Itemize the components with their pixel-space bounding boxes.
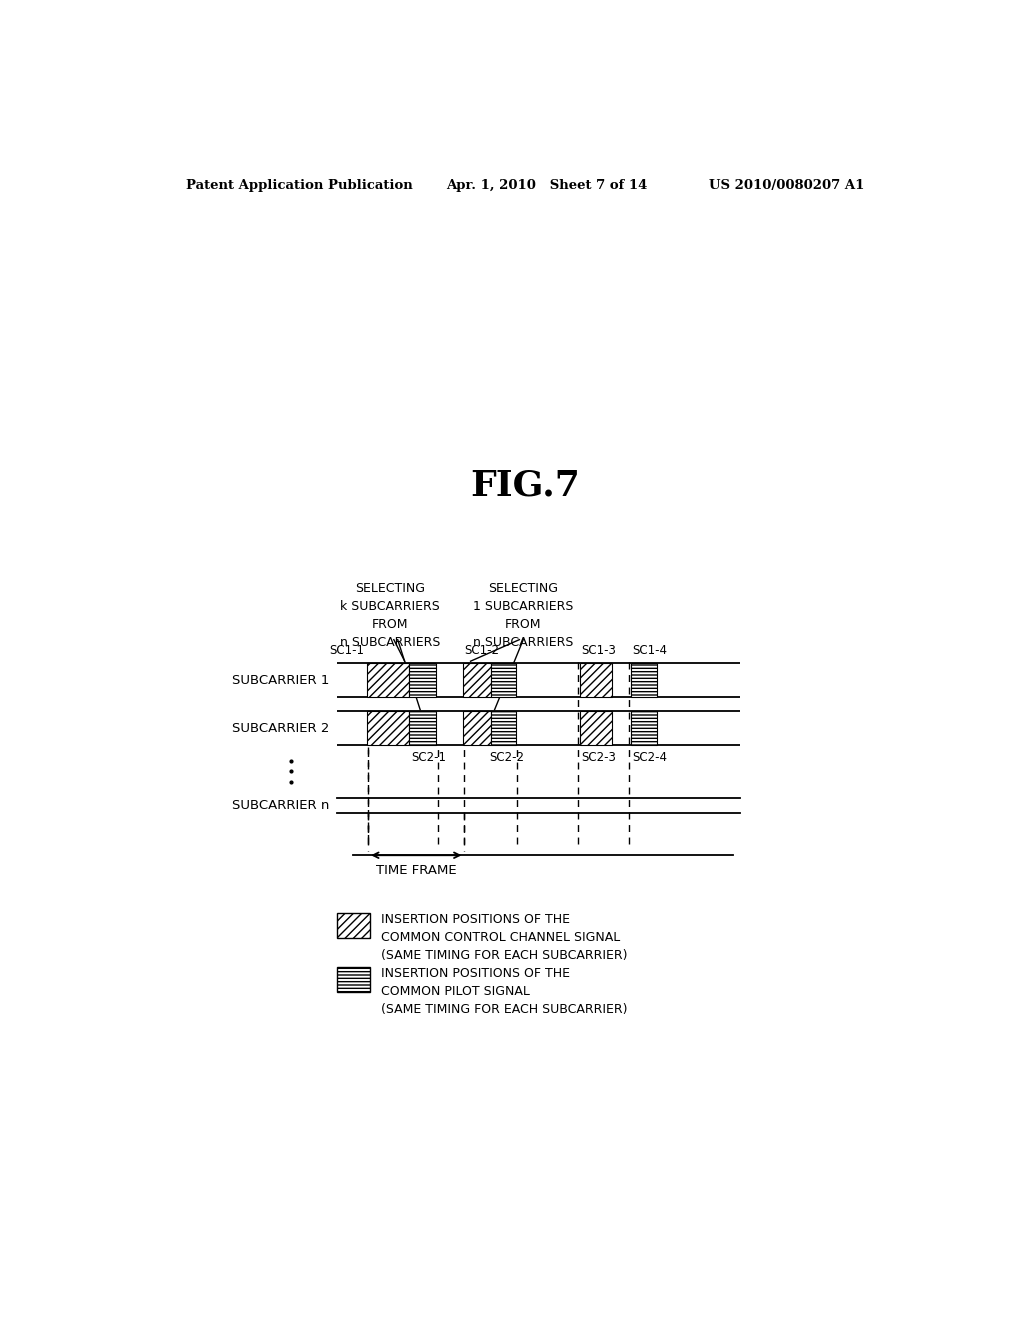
Bar <box>490 711 515 744</box>
Text: INSERTION POSITIONS OF THE
COMMON CONTROL CHANNEL SIGNAL
(SAME TIMING FOR EACH S: INSERTION POSITIONS OF THE COMMON CONTRO… <box>381 913 628 962</box>
Bar <box>631 711 656 744</box>
Bar <box>337 913 370 937</box>
Text: SUBCARRIER 1: SUBCARRIER 1 <box>232 673 330 686</box>
Text: SC2-2: SC2-2 <box>489 751 524 764</box>
Text: SELECTING
1 SUBCARRIERS
FROM
n SUBCARRIERS: SELECTING 1 SUBCARRIERS FROM n SUBCARRIE… <box>473 582 573 649</box>
Text: SC2-3: SC2-3 <box>582 751 616 764</box>
Bar <box>580 663 611 697</box>
Text: SUBCARRIER 2: SUBCARRIER 2 <box>232 722 330 735</box>
Bar <box>367 663 409 697</box>
Text: SC2-1: SC2-1 <box>412 751 446 764</box>
Text: Apr. 1, 2010   Sheet 7 of 14: Apr. 1, 2010 Sheet 7 of 14 <box>445 178 647 191</box>
Text: SELECTING
k SUBCARRIERS
FROM
n SUBCARRIERS: SELECTING k SUBCARRIERS FROM n SUBCARRIE… <box>340 582 440 649</box>
Bar <box>367 711 409 744</box>
Bar <box>409 663 436 697</box>
Bar <box>463 663 490 697</box>
Bar <box>463 711 490 744</box>
Text: SC1-1: SC1-1 <box>330 644 365 656</box>
Bar <box>409 711 436 744</box>
Text: SC1-2: SC1-2 <box>464 644 500 656</box>
Text: Patent Application Publication: Patent Application Publication <box>186 178 413 191</box>
Text: TIME FRAME: TIME FRAME <box>376 865 457 878</box>
Bar <box>580 711 611 744</box>
Text: SC2-4: SC2-4 <box>633 751 668 764</box>
Bar <box>631 663 656 697</box>
Bar <box>490 663 515 697</box>
Text: SC1-3: SC1-3 <box>582 644 616 656</box>
Text: FIG.7: FIG.7 <box>470 469 580 503</box>
Text: SC1-4: SC1-4 <box>633 644 668 656</box>
Bar <box>337 966 370 991</box>
Text: SUBCARRIER n: SUBCARRIER n <box>232 799 330 812</box>
Text: INSERTION POSITIONS OF THE
COMMON PILOT SIGNAL
(SAME TIMING FOR EACH SUBCARRIER): INSERTION POSITIONS OF THE COMMON PILOT … <box>381 966 628 1016</box>
Text: US 2010/0080207 A1: US 2010/0080207 A1 <box>710 178 864 191</box>
